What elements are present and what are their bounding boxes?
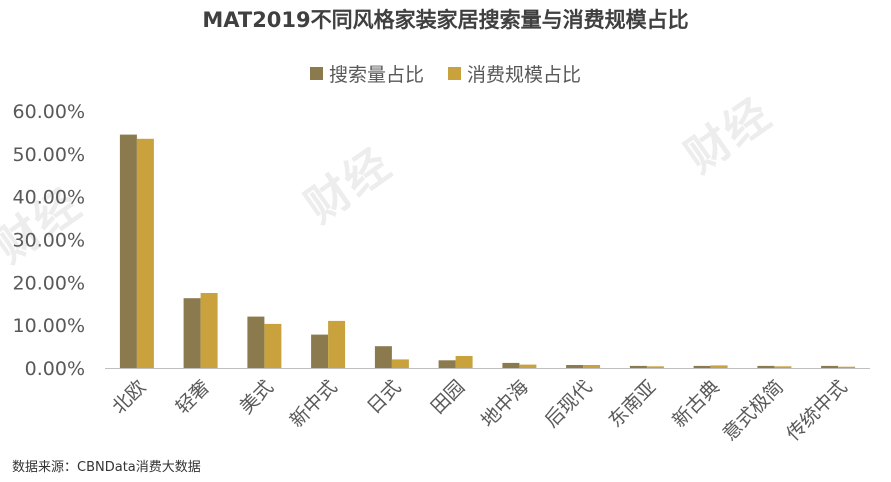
- bar-consumption: [200, 293, 218, 368]
- x-category-label: 东南亚: [605, 376, 661, 432]
- y-tick-label: 10.00%: [13, 315, 85, 337]
- chart-title: MAT2019不同风格家装家居搜索量与消费规模占比: [202, 8, 689, 32]
- bar-consumption: [774, 366, 792, 368]
- y-tick-label: 40.00%: [13, 187, 85, 209]
- bar-consumption: [328, 320, 346, 368]
- bar-search: [821, 365, 839, 368]
- x-category-label: 美式: [235, 376, 277, 418]
- bar-search: [311, 334, 329, 368]
- legend-item-search: 搜索量占比: [309, 60, 424, 87]
- bar-consumption: [583, 365, 601, 368]
- x-category-label: 日式: [363, 376, 405, 418]
- x-category-label: 北欧: [108, 376, 150, 418]
- bar-search: [119, 134, 137, 368]
- legend-item-consumption: 消费规模占比: [448, 60, 581, 87]
- bar-search: [629, 365, 647, 368]
- legend-swatch-search: [309, 67, 323, 80]
- x-category-label: 新古典: [668, 376, 724, 432]
- bar-search: [374, 346, 392, 368]
- bar-search: [183, 298, 201, 368]
- y-tick-label: 60.00%: [13, 101, 85, 123]
- bar-consumption: [391, 359, 409, 368]
- y-tick-label: 20.00%: [13, 272, 85, 294]
- chart-legend: 搜索量占比 消费规模占比: [0, 60, 891, 87]
- x-category-label: 后现代: [541, 376, 597, 432]
- x-category-label: 意式极简: [719, 376, 788, 445]
- y-tick-label: 0.00%: [25, 358, 85, 380]
- bar-search: [757, 365, 775, 368]
- x-category-label: 新中式: [286, 376, 342, 432]
- x-category-label: 传统中式: [782, 376, 851, 445]
- x-category-label: 田园: [427, 376, 469, 418]
- bar-consumption: [264, 323, 282, 368]
- bar-consumption: [136, 138, 154, 368]
- bar-consumption: [838, 366, 856, 368]
- bar-consumption: [646, 366, 664, 368]
- bar-search: [502, 362, 520, 368]
- bar-search: [438, 360, 456, 368]
- bar-search: [566, 365, 584, 368]
- bar-search: [693, 365, 711, 368]
- source-note: 数据来源：CBNData消费大数据: [12, 460, 201, 475]
- x-category-label: 地中海: [477, 376, 533, 432]
- legend-label-consumption: 消费规模占比: [467, 64, 582, 86]
- bar-consumption: [519, 364, 537, 368]
- legend-label-search: 搜索量占比: [328, 64, 424, 86]
- y-tick-label: 30.00%: [13, 230, 85, 252]
- legend-swatch-consumption: [448, 67, 461, 80]
- bar-consumption: [710, 365, 728, 368]
- y-tick-label: 50.00%: [13, 144, 85, 166]
- bar-consumption: [455, 356, 473, 368]
- bar-search: [247, 316, 265, 368]
- x-category-label: 轻奢: [172, 376, 214, 418]
